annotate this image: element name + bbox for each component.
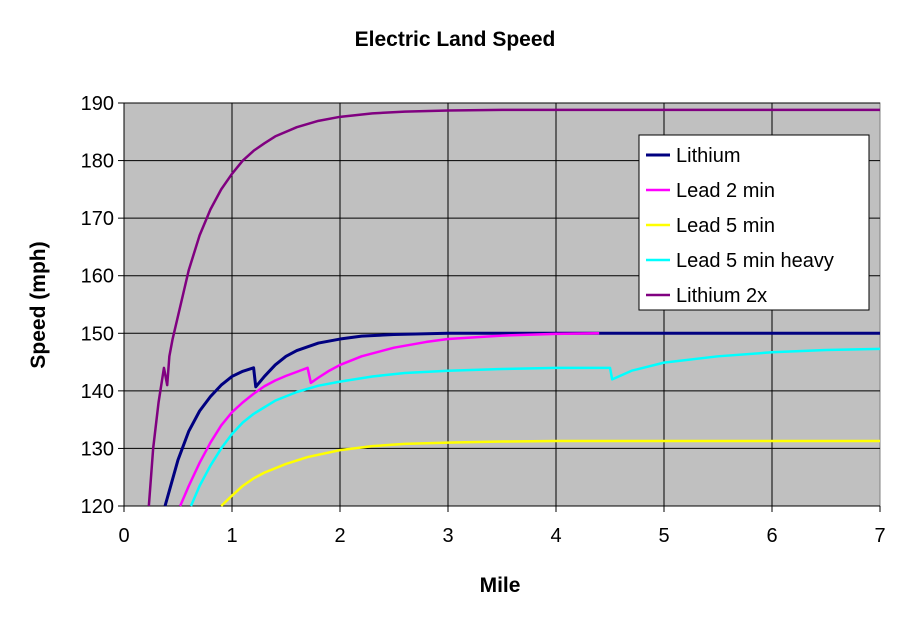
chart-title: Electric Land Speed [355, 28, 556, 51]
legend-item: Lithium [646, 145, 740, 167]
legend-box [638, 134, 870, 311]
y-tick-label: 170 [81, 208, 114, 230]
legend-item: Lead 5 min [646, 215, 775, 237]
y-tick-label: 180 [81, 151, 114, 173]
x-axis-ticks: 0 1 2 3 4 5 6 7 [118, 506, 886, 547]
y-axis-ticks: 120 130 140 150 160 170 180 190 [81, 93, 124, 518]
x-axis-title: Mile [480, 574, 521, 597]
series-line-lithium-2x [147, 108, 880, 507]
y-tick-label: 140 [81, 381, 114, 403]
series-line-lead-5-min [220, 439, 880, 507]
series-line-lithium [163, 331, 880, 507]
y-tick-label: 130 [81, 438, 114, 460]
x-tick-label: 5 [658, 525, 669, 547]
x-tick-label: 2 [334, 525, 345, 547]
legend-label: Lead 5 min [676, 215, 775, 237]
legend-label: Lithium [676, 145, 740, 167]
x-tick-label: 0 [118, 525, 129, 547]
x-tick-label: 3 [442, 525, 453, 547]
x-tick-label: 1 [226, 525, 237, 547]
y-tick-label: 160 [81, 266, 114, 288]
legend: Lithium Lead 2 min Lead 5 min Lead 5 min he… [638, 134, 870, 311]
series-line-lead-5-min-heavy [189, 347, 881, 507]
y-tick-label: 120 [81, 496, 114, 518]
x-tick-label: 4 [550, 525, 561, 547]
legend-label: Lead 2 min [676, 180, 775, 202]
y-tick-label: 150 [81, 323, 114, 345]
legend-item: Lead 5 min heavy [646, 250, 834, 272]
legend-label: Lithium 2x [676, 285, 767, 307]
series-line-lead-2-min [179, 332, 600, 507]
legend-item: Lead 2 min [646, 180, 775, 202]
legend-item: Lithium 2x [646, 285, 767, 307]
y-axis-title: Speed (mph) [27, 241, 50, 368]
series-group [147, 108, 881, 507]
x-tick-label: 7 [874, 525, 885, 547]
y-tick-label: 190 [81, 93, 114, 115]
x-tick-label: 6 [766, 525, 777, 547]
legend-label: Lead 5 min heavy [676, 250, 834, 272]
